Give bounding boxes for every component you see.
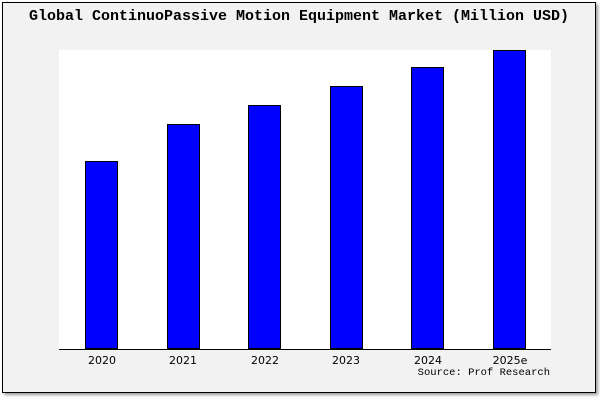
source-credit: Source: Prof Research xyxy=(417,367,550,379)
x-axis-labels: 2020 2021 2022 2023 2024 2025e xyxy=(59,354,551,370)
bar-2023 xyxy=(330,86,363,349)
bar-2021 xyxy=(167,124,200,349)
x-tick-label-2022: 2022 xyxy=(251,354,279,367)
x-tick-label-2023: 2023 xyxy=(332,354,360,367)
x-tick-label-2020: 2020 xyxy=(88,354,116,367)
bar-2024 xyxy=(411,67,444,349)
chart-frame: Global ContinuoPassive Motion Equipment … xyxy=(2,2,596,393)
bar-2020 xyxy=(85,161,118,349)
bar-2022 xyxy=(248,105,281,349)
x-tick-label-2021: 2021 xyxy=(169,354,197,367)
chart-title: Global ContinuoPassive Motion Equipment … xyxy=(28,8,570,25)
x-tick-label-2024: 2024 xyxy=(414,354,442,367)
plot-area xyxy=(59,50,551,350)
x-tick-label-2025e: 2025e xyxy=(492,354,528,367)
bar-2025e xyxy=(493,50,526,349)
